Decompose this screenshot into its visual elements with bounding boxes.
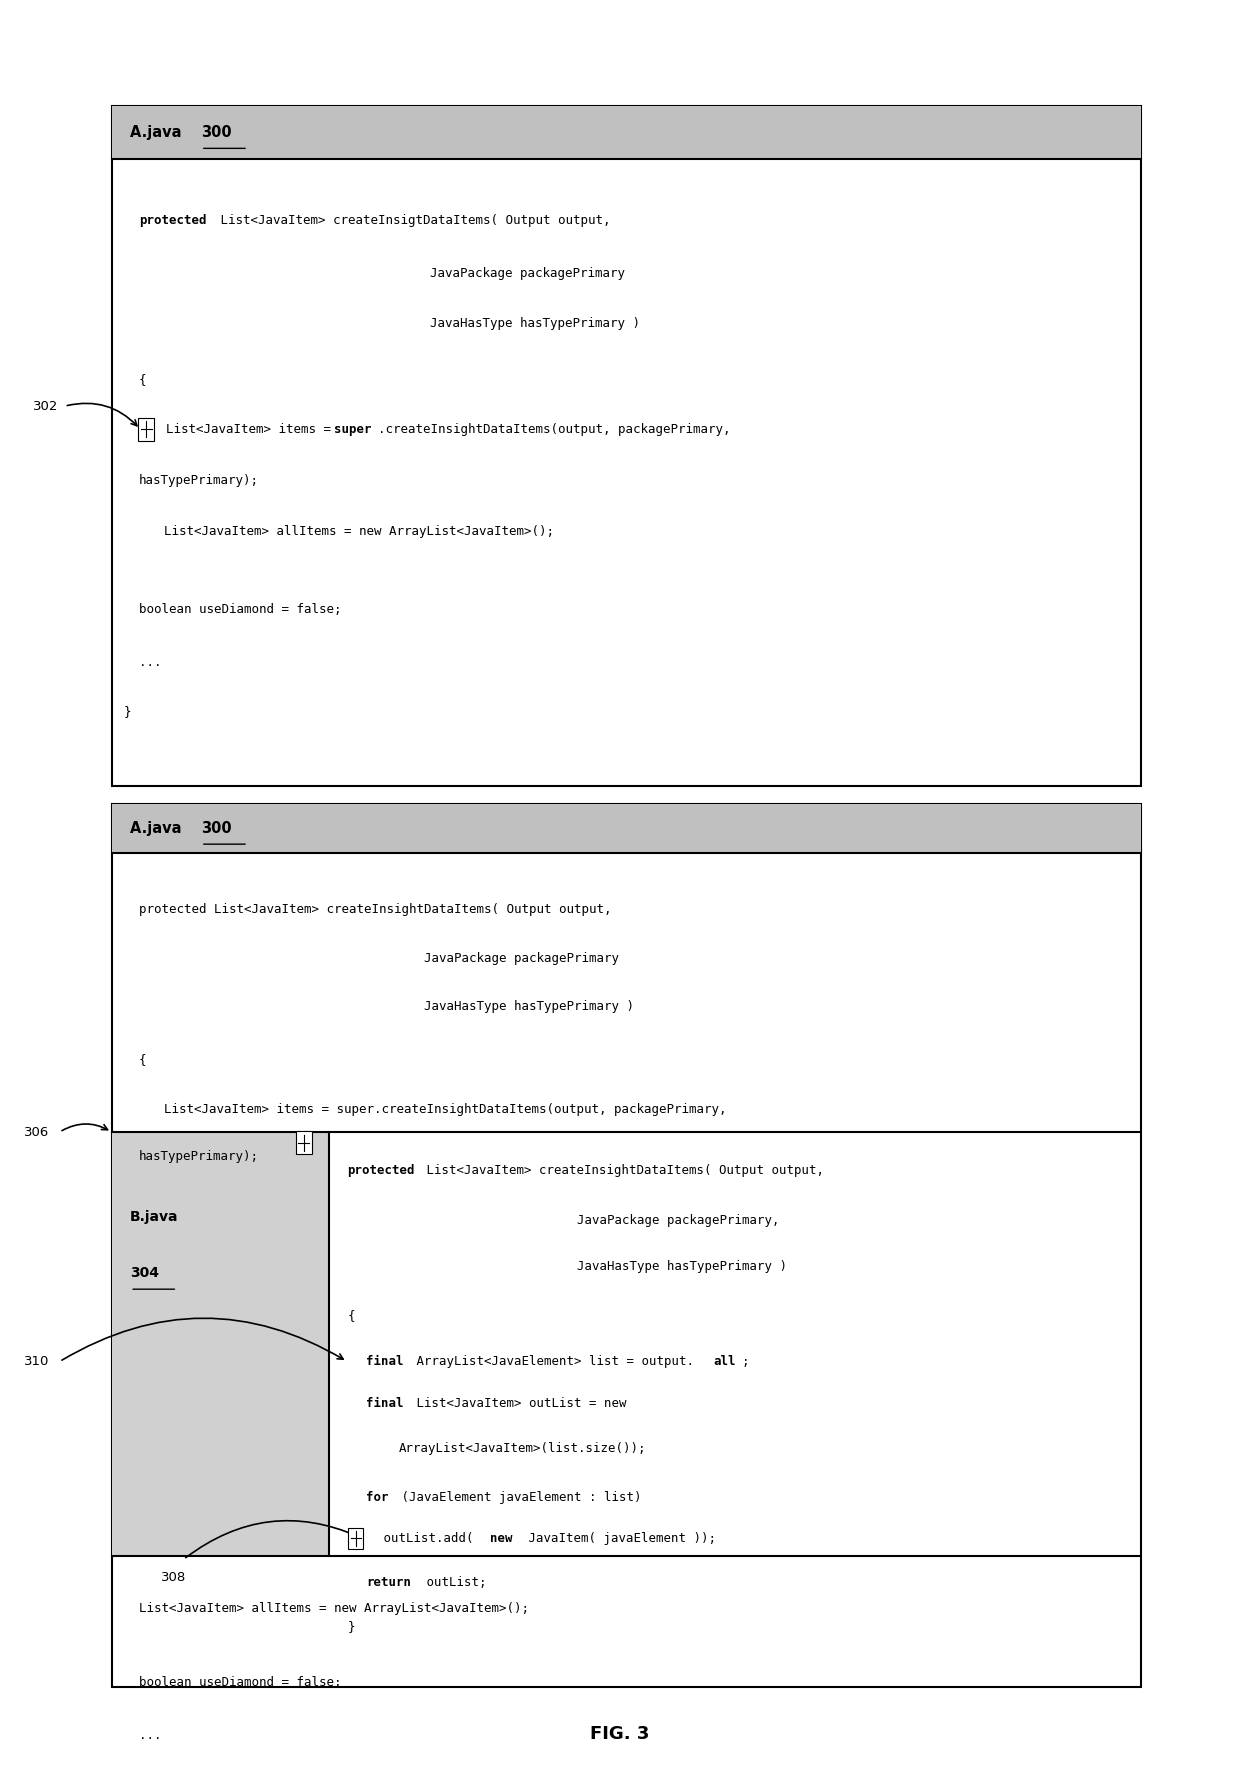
Text: outList.add(: outList.add( [376,1531,474,1545]
Bar [348,1528,363,1549]
Text: final: final [366,1397,403,1411]
Bar [112,804,1141,853]
Text: List<JavaItem> allItems = new ArrayList<JavaItem>();: List<JavaItem> allItems = new ArrayList<… [164,525,554,539]
Text: {: { [139,1053,146,1067]
Text: 306: 306 [25,1125,50,1139]
Text: JavaPackage packagePrimary: JavaPackage packagePrimary [430,267,625,281]
Bar [112,1132,329,1556]
Text: for: for [366,1491,388,1505]
Text: {: { [139,373,146,387]
Text: FIG. 3: FIG. 3 [590,1725,650,1743]
Text: ...: ... [139,655,161,669]
Text: List<JavaItem> createInsightDataItems( Output output,: List<JavaItem> createInsightDataItems( O… [419,1164,825,1178]
Text: ...: ... [139,1729,161,1743]
Text: List<JavaItem> items = super.createInsightDataItems(output, packagePrimary,: List<JavaItem> items = super.createInsig… [164,1102,727,1116]
Bar [112,804,1141,1687]
Text: 300: 300 [201,125,232,140]
Text: {: { [347,1309,355,1323]
Text: A.java: A.java [130,821,187,835]
Text: List<JavaItem> outList = new: List<JavaItem> outList = new [409,1397,626,1411]
Text: new: new [490,1531,512,1545]
Bar [138,417,154,440]
Text: final: final [366,1355,403,1369]
Text: JavaPackage packagePrimary,: JavaPackage packagePrimary, [577,1213,779,1227]
Text: ArrayList<JavaItem>(list.size());: ArrayList<JavaItem>(list.size()); [399,1441,647,1455]
Bar [112,106,1141,786]
Bar [112,106,1141,159]
Text: List<JavaItem> createInsigtDataItems( Output output,: List<JavaItem> createInsigtDataItems( Ou… [213,214,611,228]
Text: List<JavaItem> items =: List<JavaItem> items = [166,422,339,436]
Text: protected: protected [347,1164,414,1178]
Text: all: all [713,1355,735,1369]
Text: ArrayList<JavaElement> list = output.: ArrayList<JavaElement> list = output. [409,1355,694,1369]
Text: 300: 300 [201,821,232,835]
Text: (JavaElement javaElement : list): (JavaElement javaElement : list) [394,1491,642,1505]
Text: List<JavaItem> allItems = new ArrayList<JavaItem>();: List<JavaItem> allItems = new ArrayList<… [139,1602,529,1616]
Text: 310: 310 [25,1355,50,1369]
Bar [296,1132,312,1155]
Text: JavaItem( javaElement ));: JavaItem( javaElement )); [521,1531,715,1545]
Text: 304: 304 [130,1266,159,1280]
Text: JavaHasType hasTypePrimary ): JavaHasType hasTypePrimary ) [577,1259,786,1273]
Text: JavaHasType hasTypePrimary ): JavaHasType hasTypePrimary ) [430,316,640,330]
Text: ;: ; [742,1355,749,1369]
Text: hasTypePrimary);: hasTypePrimary); [139,1150,259,1164]
Text: super: super [334,422,371,436]
Text: protected List<JavaItem> createInsightDataItems( Output output,: protected List<JavaItem> createInsightDa… [139,902,611,917]
Text: protected: protected [139,214,206,228]
Text: }: } [124,705,131,719]
Text: 302: 302 [33,399,58,413]
Text: hasTypePrimary);: hasTypePrimary); [139,473,259,487]
Text: B.java: B.java [130,1210,179,1224]
Text: 308: 308 [161,1570,186,1584]
Text: outList;: outList; [419,1575,486,1589]
Text: JavaHasType hasTypePrimary ): JavaHasType hasTypePrimary ) [424,1000,634,1014]
Text: return: return [366,1575,410,1589]
Text: boolean useDiamond = false;: boolean useDiamond = false; [139,602,341,616]
Text: }: } [347,1619,355,1634]
Text: .createInsightDataItems(output, packagePrimary,: .createInsightDataItems(output, packageP… [378,422,730,436]
Text: boolean useDiamond = false;: boolean useDiamond = false; [139,1676,341,1690]
Text: A.java: A.java [130,125,187,140]
Text: JavaPackage packagePrimary: JavaPackage packagePrimary [424,952,619,966]
